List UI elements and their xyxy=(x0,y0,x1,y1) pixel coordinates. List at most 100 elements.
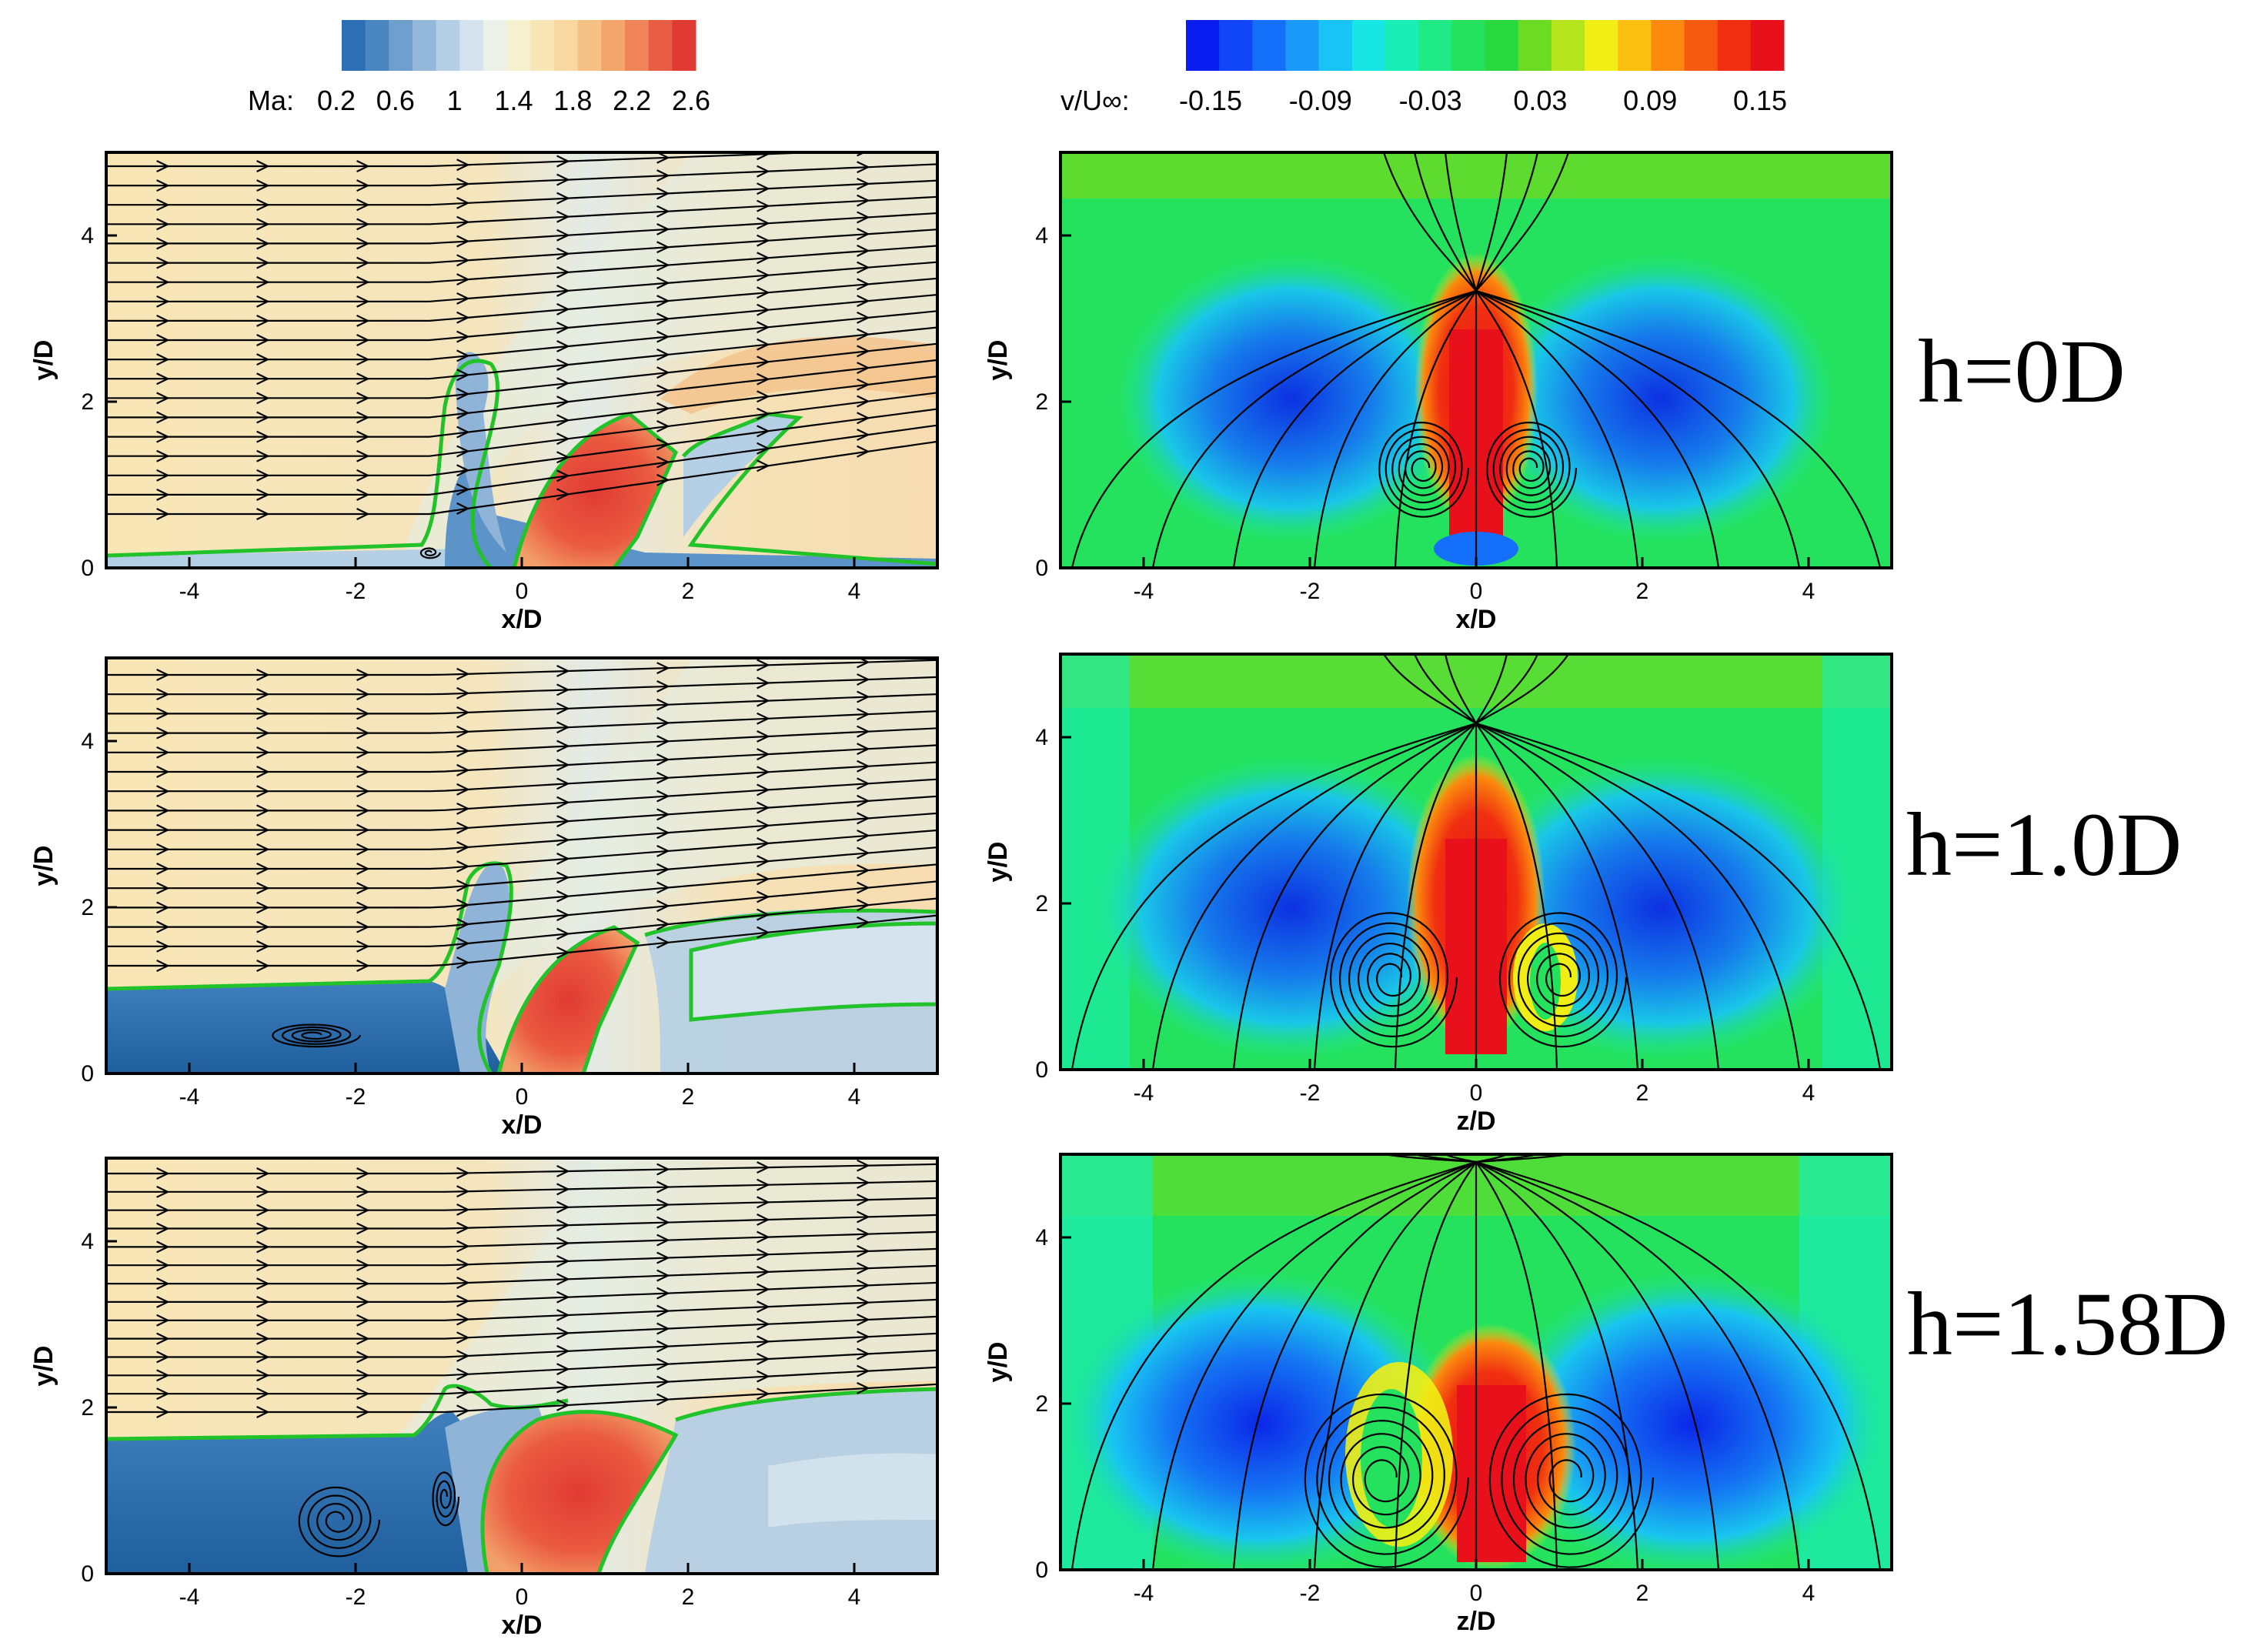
colorbar-swatch xyxy=(1451,20,1485,71)
flow-arrow xyxy=(857,760,870,773)
colorbar-swatch xyxy=(672,20,696,71)
x-tick-label: 2 xyxy=(682,1584,695,1610)
flow-arrow xyxy=(556,1309,570,1321)
flow-arrow xyxy=(757,1387,770,1401)
flow-arrow xyxy=(857,673,870,686)
flow-arrow xyxy=(556,796,570,809)
flow-arrow xyxy=(757,199,770,212)
mach-colorbar-ticks: 0.2 0.6 1 1.4 1.8 2.2 2.6 xyxy=(317,85,710,116)
flow-arrow xyxy=(757,659,770,672)
flow-arrow xyxy=(857,1279,870,1292)
x-axis-label: x/D xyxy=(502,1110,543,1140)
streamline xyxy=(1413,654,1477,724)
flow-arrow xyxy=(456,918,470,930)
streamline xyxy=(1475,290,1639,568)
flow-arrow xyxy=(757,356,770,369)
flow-arrow xyxy=(256,863,270,875)
flow-arrow xyxy=(857,211,870,224)
flow-arrow xyxy=(456,1185,470,1198)
flow-arrow xyxy=(356,353,370,366)
x-axis-label: x/D xyxy=(502,1611,543,1640)
colorbar-swatch xyxy=(1651,20,1685,71)
y-tick-label: 4 xyxy=(81,1229,94,1254)
flow-arrow xyxy=(556,359,570,371)
flow-arrow xyxy=(556,414,570,427)
flow-arrow xyxy=(456,802,470,815)
x-tick-label: -4 xyxy=(179,1084,200,1110)
y-axis-label: y/D xyxy=(984,842,1013,883)
flow-arrow xyxy=(757,1196,770,1209)
flow-arrow xyxy=(857,278,870,291)
flow-arrow xyxy=(156,1204,170,1217)
flow-arrow xyxy=(456,706,470,719)
flow-arrow xyxy=(757,1248,770,1261)
flow-arrow xyxy=(256,823,270,836)
flow-arrow xyxy=(757,303,770,316)
flow-arrow xyxy=(256,726,270,740)
flow-arrow xyxy=(556,1327,570,1340)
streamline xyxy=(1071,722,1477,1070)
flow-arrow xyxy=(456,1350,470,1362)
flow-arrow xyxy=(356,766,370,778)
flow-arrow xyxy=(757,1161,770,1174)
x-tick-label: -2 xyxy=(346,579,366,604)
flow-arrow xyxy=(857,429,870,441)
flow-arrow xyxy=(857,812,870,825)
flow-arrow xyxy=(156,1167,170,1180)
colorbar-tick-label: -0.03 xyxy=(1399,85,1462,116)
flow-arrow xyxy=(256,669,270,681)
streamline xyxy=(1151,289,1477,568)
streamline xyxy=(1232,290,1477,568)
streamline xyxy=(1475,289,1882,568)
flow-arrow xyxy=(757,873,770,886)
flow-arrow xyxy=(857,1244,870,1257)
flow-arrow xyxy=(356,707,370,720)
streamline xyxy=(1475,722,1801,1070)
x-tick-label: -4 xyxy=(179,1584,200,1610)
flow-arrow xyxy=(156,901,170,914)
flow-arrow xyxy=(356,372,370,386)
flow-arrow xyxy=(256,160,270,172)
flow-arrow xyxy=(156,823,170,836)
flow-arrow xyxy=(256,449,270,462)
flow-arrow xyxy=(857,328,870,341)
x-tick-label: 4 xyxy=(848,579,861,604)
streamline xyxy=(1475,654,1508,724)
flow-arrow xyxy=(656,259,670,272)
y-tick-label: 2 xyxy=(81,1395,94,1421)
x-tick-label: -2 xyxy=(346,1084,366,1110)
colorbar-swatch xyxy=(483,20,508,71)
flow-arrow xyxy=(757,165,770,178)
colorbar-swatch xyxy=(1485,20,1519,71)
flow-arrow xyxy=(857,1296,870,1309)
flow-arrow xyxy=(256,1332,270,1345)
flow-arrow xyxy=(757,908,770,921)
flow-arrow xyxy=(456,1240,470,1253)
y-tick-label: 0 xyxy=(81,1061,94,1087)
flow-arrow xyxy=(857,725,870,738)
x-tick-label: -2 xyxy=(346,1584,366,1610)
flow-arrow xyxy=(857,881,870,894)
flow-arrow xyxy=(556,302,570,316)
flow-arrow xyxy=(256,1295,270,1308)
flow-arrow xyxy=(456,273,470,286)
flow-arrow xyxy=(757,1265,770,1278)
flow-arrow xyxy=(556,890,570,903)
streamline xyxy=(106,179,937,206)
flow-arrow xyxy=(156,804,170,817)
streamline xyxy=(106,342,937,399)
flow-arrow xyxy=(256,901,270,914)
flow-arrow xyxy=(156,179,170,192)
colorbar-swatch xyxy=(436,20,460,71)
y-tick-label: 0 xyxy=(1035,1057,1048,1083)
vvel-panel-h1 xyxy=(1059,653,1893,1071)
flow-arrow xyxy=(656,1287,670,1300)
colorbar-swatch xyxy=(1351,20,1386,71)
flow-arrow xyxy=(356,334,370,346)
y-tick-label: 0 xyxy=(1035,1558,1048,1583)
flow-arrow xyxy=(556,377,570,390)
colorbar-swatch xyxy=(413,20,437,71)
streamline xyxy=(1475,290,1720,568)
flow-arrow xyxy=(356,1167,370,1180)
streamline xyxy=(1382,152,1477,292)
